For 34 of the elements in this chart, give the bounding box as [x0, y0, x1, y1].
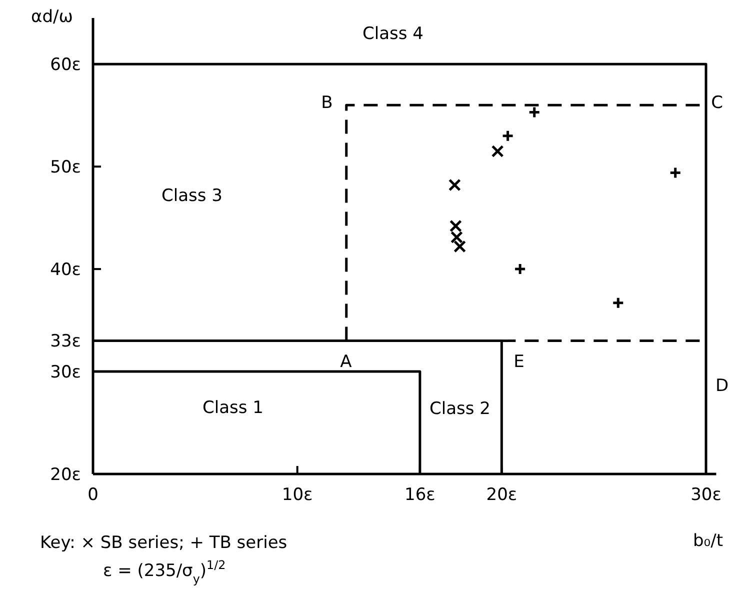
- y-axis-title: αd/ω: [31, 6, 73, 27]
- x-tick-label: 30ε: [690, 485, 722, 505]
- annotation: A: [340, 352, 352, 372]
- annotation: Class 3: [162, 186, 222, 206]
- annotation: B: [321, 92, 333, 113]
- point: [514, 262, 526, 276]
- x-tick-label: 16ε: [404, 485, 436, 505]
- annotation: E: [514, 352, 524, 372]
- y-tick-label: 60ε: [50, 55, 81, 76]
- annotation: Class 1: [202, 398, 264, 418]
- text: Key: × SB series; + TB series: [40, 533, 288, 553]
- point: [449, 220, 462, 232]
- y-tick-label: 20ε: [50, 464, 81, 485]
- point: [502, 130, 514, 142]
- point: [448, 178, 461, 192]
- y-tick-label: 33ε: [50, 332, 81, 352]
- y-tick-label: 30ε: [50, 362, 81, 382]
- x-tick-label: 10ε: [282, 485, 313, 505]
- x-tick-label: 0: [88, 485, 98, 505]
- point: [450, 231, 463, 244]
- annotation: Class 4: [362, 24, 424, 44]
- annotation: D: [715, 376, 729, 396]
- x-tick-label: 20ε: [486, 485, 518, 505]
- annotation: C: [711, 92, 723, 113]
- y-tick-label: 50ε: [50, 158, 81, 178]
- x-axis-title: b₀/t: [693, 531, 724, 551]
- point: [491, 144, 504, 158]
- point: [612, 296, 624, 310]
- annotation: Class 2: [430, 398, 490, 419]
- y-tick-label: 40ε: [50, 260, 81, 280]
- point: [528, 106, 541, 119]
- text: ε = (235/σ$_{y}$)$^{1/2}$: [103, 558, 226, 586]
- point: [454, 240, 466, 253]
- point: [669, 166, 682, 179]
